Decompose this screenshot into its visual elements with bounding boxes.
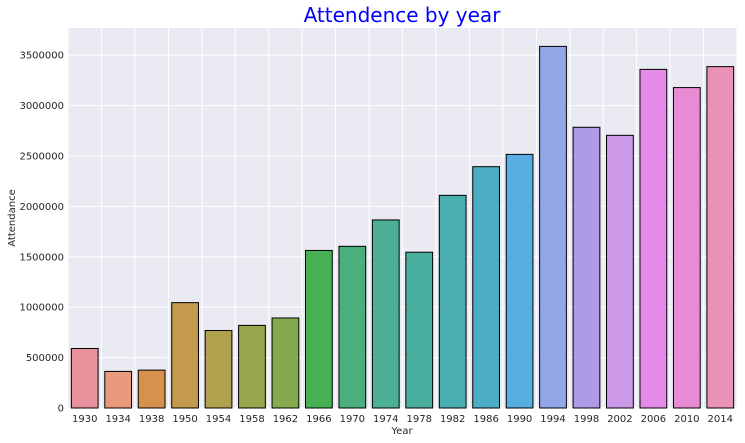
y-tick-label: 1000000 (19, 303, 64, 314)
y-tick-label: 0 (58, 404, 64, 415)
bar-1958 (238, 324, 266, 409)
bars-group (70, 45, 735, 409)
y-tick-label: 3000000 (19, 101, 64, 112)
bar-1986 (472, 166, 501, 409)
x-tick-label: 1986 (473, 414, 498, 425)
x-tick-label: 1970 (340, 414, 365, 425)
bar-2002 (606, 134, 634, 409)
x-tick-label: 1974 (373, 414, 398, 425)
bar-1974 (371, 219, 400, 409)
x-tick-label: 1994 (540, 414, 565, 425)
bar-1966 (304, 249, 333, 409)
bar-1934 (104, 370, 133, 409)
x-tick-label: 1978 (406, 414, 431, 425)
grid-lines (67, 28, 738, 409)
bar-1998 (572, 126, 601, 409)
bar-1970 (338, 245, 367, 409)
bar-1962 (271, 317, 300, 409)
x-tick-label: 1962 (273, 414, 298, 425)
x-tick-label: 1950 (172, 414, 197, 425)
y-tick-label: 1500000 (19, 252, 64, 263)
bar-1982 (438, 194, 467, 409)
x-tick-label: 2014 (708, 414, 733, 425)
bar-1978 (405, 251, 434, 409)
chart-title: Attendence by year (304, 3, 502, 27)
x-tick-label: 1982 (440, 414, 465, 425)
bar-1930 (70, 347, 99, 409)
bar-2010 (672, 87, 701, 409)
x-tick-label: 1966 (306, 414, 331, 425)
x-tick-label: 2010 (674, 414, 699, 425)
x-tick-label: 1990 (507, 414, 532, 425)
y-tick-label: 3500000 (19, 51, 64, 62)
x-tick-label: 1930 (72, 414, 97, 425)
bar-1990 (505, 153, 534, 409)
bar-1954 (204, 330, 233, 409)
x-tick-label: 1998 (574, 414, 599, 425)
x-tick-label: 2006 (641, 414, 666, 425)
x-tick-label: 1934 (105, 414, 130, 425)
bar-1950 (171, 302, 199, 409)
x-tick-labels: 1930 1934 1938 1950 1954 1958 1962 1966 1970 1974… (72, 414, 733, 425)
x-axis-label: Year (390, 426, 413, 437)
x-tick-label: 2002 (607, 414, 632, 425)
bar-1938 (137, 369, 166, 409)
bar-1994 (539, 45, 567, 409)
bar-2006 (639, 68, 668, 409)
bar-2014 (706, 66, 735, 409)
y-tick-label: 500000 (26, 353, 64, 364)
x-tick-label: 1954 (206, 414, 231, 425)
y-tick-labels: 0 500000 1000000 1500000 2000000 2500000 30000… (19, 51, 64, 415)
y-tick-label: 2500000 (19, 152, 64, 163)
y-tick-label: 2000000 (19, 202, 64, 213)
y-axis-label: Attendance (7, 189, 18, 246)
x-tick-label: 1938 (139, 414, 164, 425)
x-tick-label: 1958 (239, 414, 264, 425)
